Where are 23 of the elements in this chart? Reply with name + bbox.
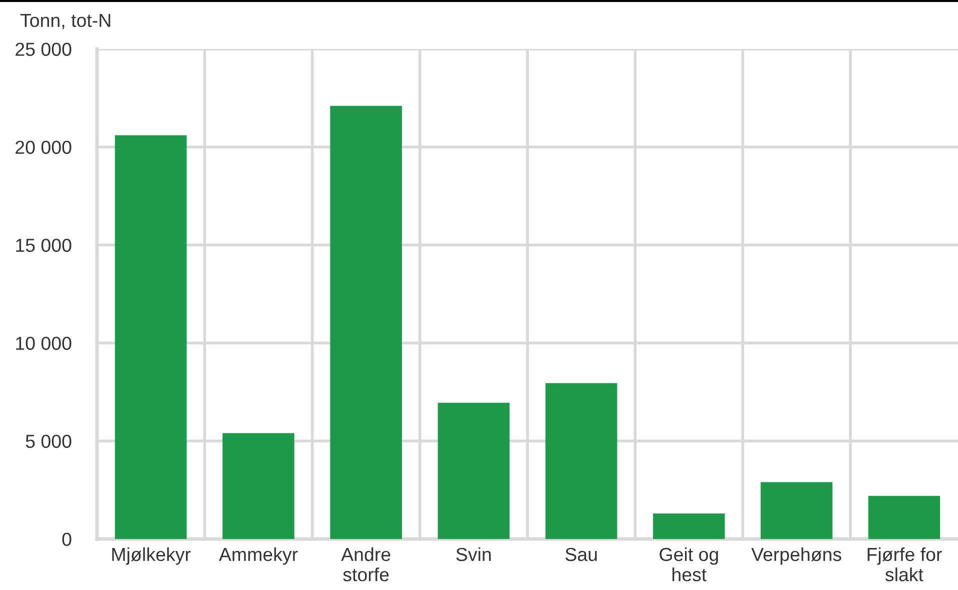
bar [760, 482, 832, 539]
bar [868, 496, 940, 539]
x-tick-label: Ammekyr [218, 547, 298, 565]
bar [330, 106, 402, 539]
x-tick-label: Mjølkekyr [112, 547, 191, 565]
bar [222, 433, 294, 539]
y-tick-label: 5 000 [26, 434, 72, 448]
y-tick-label: 25 000 [16, 42, 72, 56]
bar [114, 135, 187, 539]
x-tick-label: Andre storfe [341, 547, 390, 582]
bar [438, 402, 510, 539]
y-tick-label: 10 000 [16, 336, 72, 350]
y-tick-label: 20 000 [16, 140, 72, 154]
y-axis-title: Tonn, tot-N [20, 14, 110, 30]
x-tick-label: Sau [565, 548, 597, 562]
y-tick-label: 0 [62, 532, 72, 546]
bar [545, 383, 618, 539]
bar [653, 514, 725, 539]
x-tick-label: Geit og hest [660, 547, 718, 582]
x-tick-label: Fjørfe for slakt [868, 547, 942, 582]
x-tick-label: Verpehøns [751, 547, 842, 565]
x-tick-label: Svin [456, 547, 491, 562]
y-tick-label: 15 000 [16, 238, 72, 252]
